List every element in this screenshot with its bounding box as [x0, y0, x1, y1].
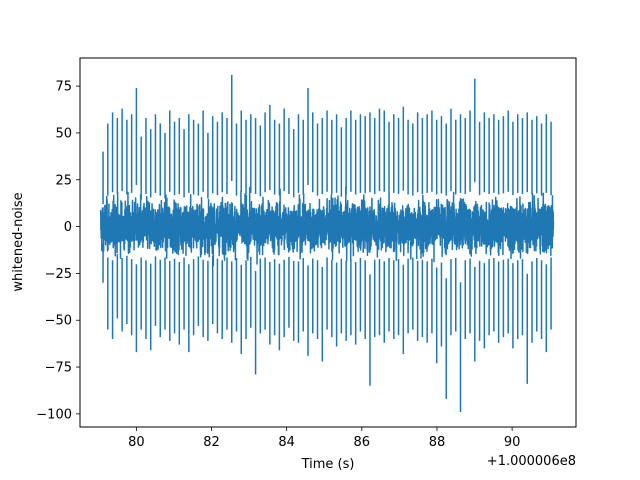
- x-tick-label: 88: [429, 435, 446, 450]
- x-tick-label: 82: [203, 435, 220, 450]
- y-tick-label: −25: [45, 267, 72, 282]
- y-tick-label: 25: [55, 173, 72, 188]
- y-tick-label: −50: [45, 314, 72, 329]
- x-axis-offset-label: +1.000006e8: [487, 454, 576, 469]
- series-layer: [99, 74, 555, 413]
- y-tick-label: 0: [64, 220, 72, 235]
- y-axis: 75 50 25 0 −25 −50 −75 −100: [36, 80, 80, 422]
- x-tick-label: 80: [128, 435, 145, 450]
- y-tick-label: −100: [36, 407, 72, 422]
- whitened-noise-series-line: [99, 74, 555, 413]
- x-axis: 80 82 84 86 88 90: [128, 427, 520, 450]
- x-axis-label: Time (s): [301, 457, 355, 472]
- x-tick-label: 90: [504, 435, 521, 450]
- axes-frame: [79, 57, 577, 428]
- y-tick-label: −75: [45, 361, 72, 376]
- y-tick-label: 75: [55, 80, 72, 95]
- x-tick-label: 84: [278, 435, 295, 450]
- y-axis-label: whitened-noise: [11, 192, 26, 291]
- y-tick-label: 50: [55, 126, 72, 141]
- x-tick-label: 86: [354, 435, 371, 450]
